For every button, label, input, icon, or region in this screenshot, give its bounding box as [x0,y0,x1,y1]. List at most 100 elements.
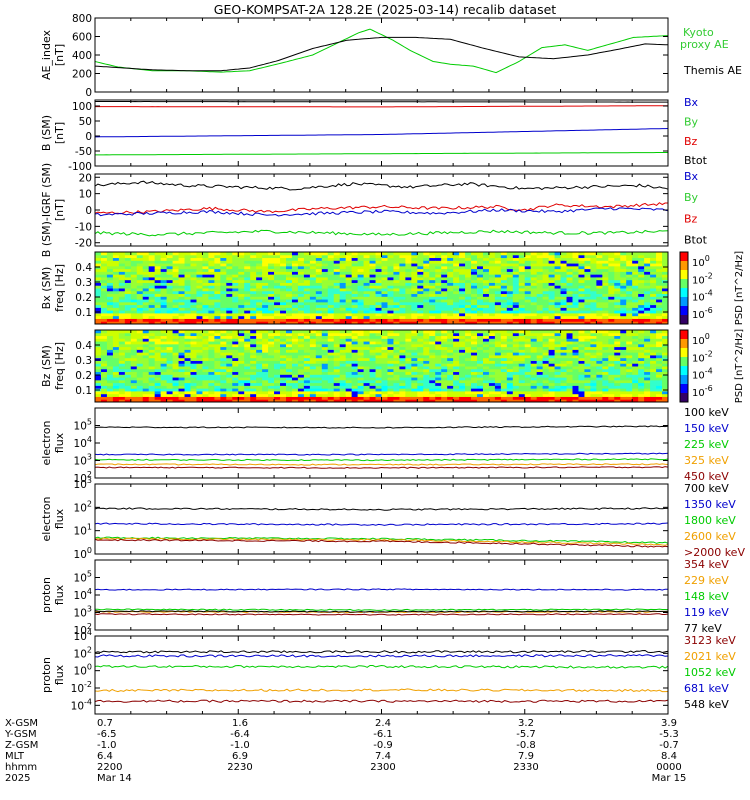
heatmap-cell [584,304,591,308]
heatmap-cell [465,368,472,373]
heatmap-cell [530,399,538,403]
heatmap-cell [536,304,544,308]
y-axis-label: B (SM)-IGRF (SM) [40,163,53,257]
heatmap-cell [453,390,460,395]
heatmap-cell [262,341,269,345]
heatmap-cell [566,257,573,261]
heatmap-cell [417,385,424,389]
heatmap-cell [214,360,221,364]
heatmap-cell [411,360,418,364]
heatmap-cell [369,301,377,306]
heatmap-cell [208,385,215,389]
heatmap-cell [166,293,174,297]
heatmap-cell [124,349,132,353]
heatmap-cell [423,374,430,378]
heatmap-cell [196,379,203,384]
heatmap-cell [650,274,657,278]
heatmap-cell [482,271,490,275]
heatmap-cell [309,257,317,261]
heatmap-cell [393,330,400,334]
heatmap-cell [632,296,639,300]
heatmap-cell [375,296,382,300]
heatmap-cell [154,335,162,339]
heatmap-cell [387,307,394,311]
heatmap-cell [393,321,400,325]
heatmap-cell [262,330,269,334]
heatmap-cell [178,290,186,295]
heatmap-cell [357,252,365,256]
heatmap-cell [578,379,585,384]
heatmap-cell [351,374,359,378]
heatmap-cell [536,301,544,306]
heatmap-cell [482,254,490,259]
heatmap-cell [441,252,448,256]
heatmap-cell [208,318,215,322]
heatmap-cell [488,385,496,389]
heatmap-cell [363,268,371,272]
heatmap-cell [488,341,496,345]
heatmap-cell [530,335,538,339]
heatmap-cell [548,363,556,367]
heatmap-cell [405,254,412,259]
heatmap-cell [363,338,371,342]
heatmap-cell [536,343,544,348]
heatmap-cell [286,252,293,256]
heatmap-cell [399,368,406,373]
heatmap-cell [536,315,544,319]
heatmap-cell [297,354,305,359]
heatmap-cell [280,349,287,353]
heatmap-cell [429,382,436,386]
heatmap-cell [214,268,221,272]
heatmap-cell [148,393,156,397]
heatmap-cell [417,399,424,403]
heatmap-cell [626,254,633,259]
heatmap-cell [291,366,299,370]
colorbar-segment [680,297,688,307]
heatmap-cell [321,296,329,300]
heatmap-cell [327,338,335,342]
heatmap-cell [286,349,293,353]
heatmap-cell [435,268,442,272]
heatmap-cell [291,357,299,361]
heatmap-cell [518,360,526,364]
heatmap-cell [321,321,329,325]
heatmap-cell [202,332,209,337]
heatmap-cell [494,290,502,295]
heatmap-cell [494,354,502,359]
heatmap-cell [106,265,114,270]
heatmap-cell [112,257,120,261]
heatmap-cell [351,301,359,306]
heatmap-cell [196,382,203,386]
heatmap-cell [214,315,221,319]
heatmap-cell [357,368,365,373]
heatmap-cell [220,382,227,386]
heatmap-cell [494,332,502,337]
legend-entry: Bx [684,170,699,183]
heatmap-cell [268,343,275,348]
heatmap-cell [482,257,490,261]
y-tick-label: 10 [79,189,92,201]
heatmap-cell [363,343,371,348]
heatmap-cell [250,335,257,339]
heatmap-cell [345,301,353,306]
heatmap-cell [471,279,478,283]
heatmap-cell [459,301,466,306]
heatmap-cell [596,330,603,334]
heatmap-cell [256,304,263,308]
heatmap-cell [345,296,353,300]
heatmap-cell [548,368,556,373]
heatmap-cell [291,396,299,400]
heatmap-cell [339,349,347,353]
heatmap-cell [172,299,180,303]
heatmap-cell [160,307,168,311]
panel-frame [94,99,669,167]
heatmap-cell [560,349,568,353]
heatmap-cell [614,279,621,283]
heatmap-cell [124,341,132,345]
heatmap-cell [435,354,442,359]
heatmap-cell [602,288,609,292]
heatmap-cell [584,285,591,289]
heatmap-cell [118,304,126,308]
panel-frame [94,17,669,93]
heatmap-cell [303,399,311,403]
